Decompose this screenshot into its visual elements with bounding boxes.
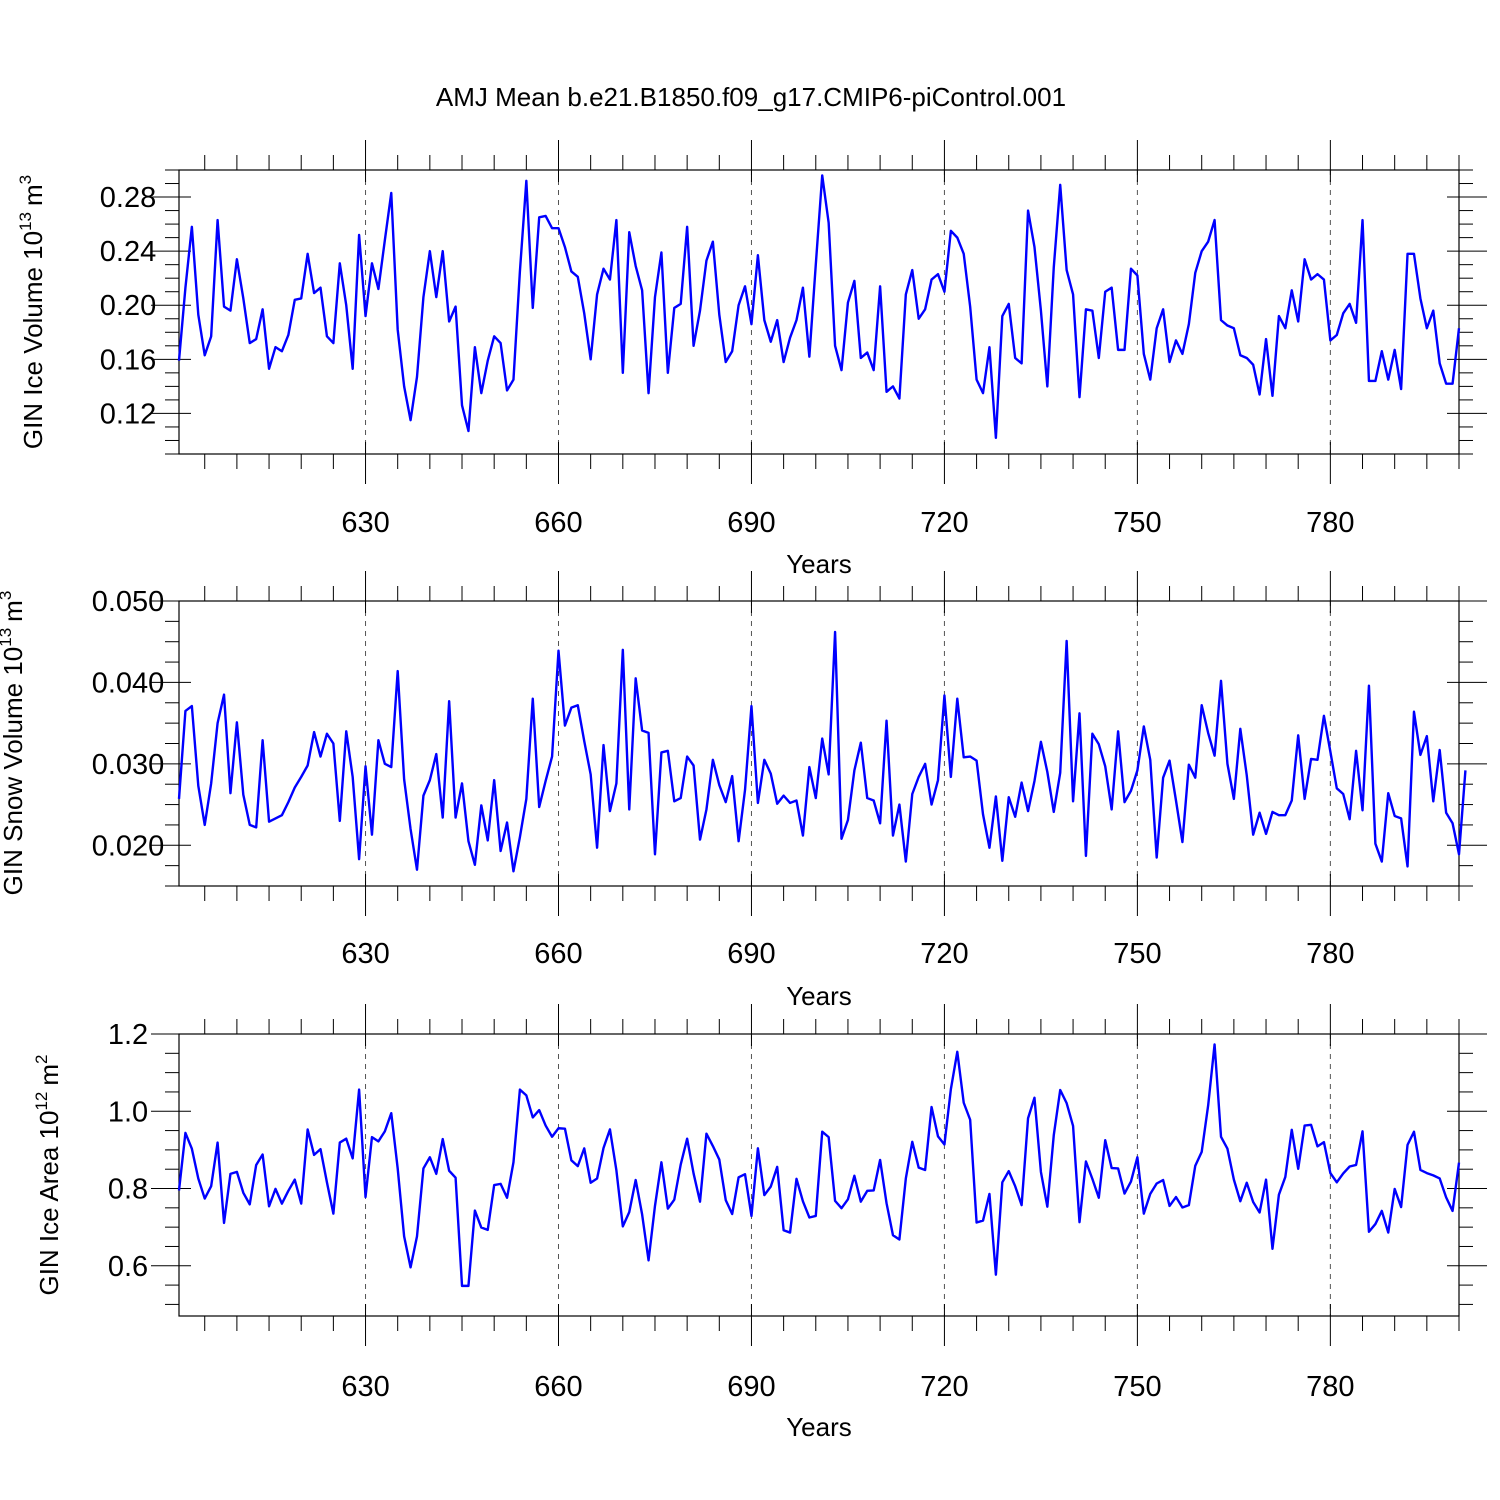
- y-axis-title: GIN Ice Area 1012 m2: [32, 1054, 64, 1295]
- y-axis-title-unit-exponent: 3: [16, 175, 35, 184]
- x-tick-label: 780: [1306, 507, 1354, 539]
- plot-frame: [178, 600, 1460, 887]
- y-tick-label: 0.16: [100, 344, 156, 376]
- y-axis-title-exponent: 12: [32, 1092, 51, 1111]
- x-tick-label: 660: [534, 938, 582, 970]
- x-tick-label: 690: [727, 507, 775, 539]
- panels: 630 660 690 720 750 780 0.12 0.16 0.20 0.24 0.28 Ye…: [0, 140, 1487, 1442]
- plot-frame: [178, 1033, 1460, 1317]
- y-tick-label: 0.050: [92, 586, 165, 618]
- panel-2: 630 660 690 720 750 780 0.020 0.030 0.040 0.050 Ye…: [0, 571, 1487, 1011]
- x-tick-label: 780: [1306, 938, 1354, 970]
- y-axis-title: GIN Snow Volume 1013 m3: [0, 591, 28, 896]
- y-axis-title-text: GIN Snow Volume 10: [0, 647, 28, 896]
- x-tick-label: 720: [920, 938, 968, 970]
- y-axis-title-unit: m: [18, 184, 48, 206]
- y-axis-title-exponent: 13: [16, 212, 35, 231]
- y-axis-title-unit-exponent: 3: [0, 591, 15, 600]
- panel-1: 630 660 690 720 750 780 0.12 0.16 0.20 0.24 0.28 Ye…: [16, 140, 1487, 579]
- x-tick-label: 750: [1113, 1371, 1161, 1403]
- y-tick-label: 1.2: [108, 1019, 148, 1051]
- y-tick-label: 0.24: [100, 236, 156, 268]
- y-axis-title-text: GIN Ice Volume 10: [18, 231, 48, 449]
- x-tick-label: 690: [727, 1371, 775, 1403]
- y-tick-label: 0.12: [100, 398, 156, 430]
- x-tick-label: 630: [341, 938, 389, 970]
- y-tick-label: 0.28: [100, 182, 156, 214]
- x-tick-label: 750: [1113, 938, 1161, 970]
- y-tick-label: 1.0: [108, 1096, 148, 1128]
- x-axis-title: Years: [786, 549, 852, 579]
- x-axis-title: Years: [786, 1412, 852, 1442]
- panel-3: 630 660 690 720 750 780 0.6 0.8 1.0 1.2 Years GIN I…: [32, 1004, 1487, 1442]
- y-tick-label: 0.020: [92, 830, 165, 862]
- x-tick-label: 750: [1113, 507, 1161, 539]
- data-series-line: [177, 630, 1467, 873]
- x-tick-label: 690: [727, 938, 775, 970]
- y-tick-label: 0.040: [92, 667, 165, 699]
- y-tick-label: 0.030: [92, 749, 165, 781]
- y-tick-label: 0.8: [108, 1174, 148, 1206]
- x-tick-label: 720: [920, 1371, 968, 1403]
- x-tick-label: 630: [341, 1371, 389, 1403]
- x-tick-label: 660: [534, 1371, 582, 1403]
- y-tick-label: 0.20: [100, 290, 156, 322]
- data-series-line: [177, 174, 1461, 439]
- y-tick-label: 0.6: [108, 1251, 148, 1283]
- y-axis-title-text: GIN Ice Area 10: [34, 1111, 64, 1296]
- y-axis-title-unit-exponent: 2: [32, 1054, 51, 1063]
- y-axis-title-unit: m: [34, 1064, 64, 1086]
- x-tick-label: 630: [341, 507, 389, 539]
- chart-title: AMJ Mean b.e21.B1850.f09_g17.CMIP6-piCon…: [436, 82, 1066, 112]
- y-axis-title: GIN Ice Volume 1013 m3: [16, 175, 48, 449]
- x-tick-label: 780: [1306, 1371, 1354, 1403]
- plot-frame: [178, 169, 1460, 455]
- x-tick-label: 660: [534, 507, 582, 539]
- y-axis-title-unit: m: [0, 600, 28, 622]
- x-axis-title: Years: [786, 981, 852, 1011]
- x-tick-label: 720: [920, 507, 968, 539]
- data-series-line: [177, 1043, 1461, 1288]
- y-axis-title-exponent: 13: [0, 628, 15, 647]
